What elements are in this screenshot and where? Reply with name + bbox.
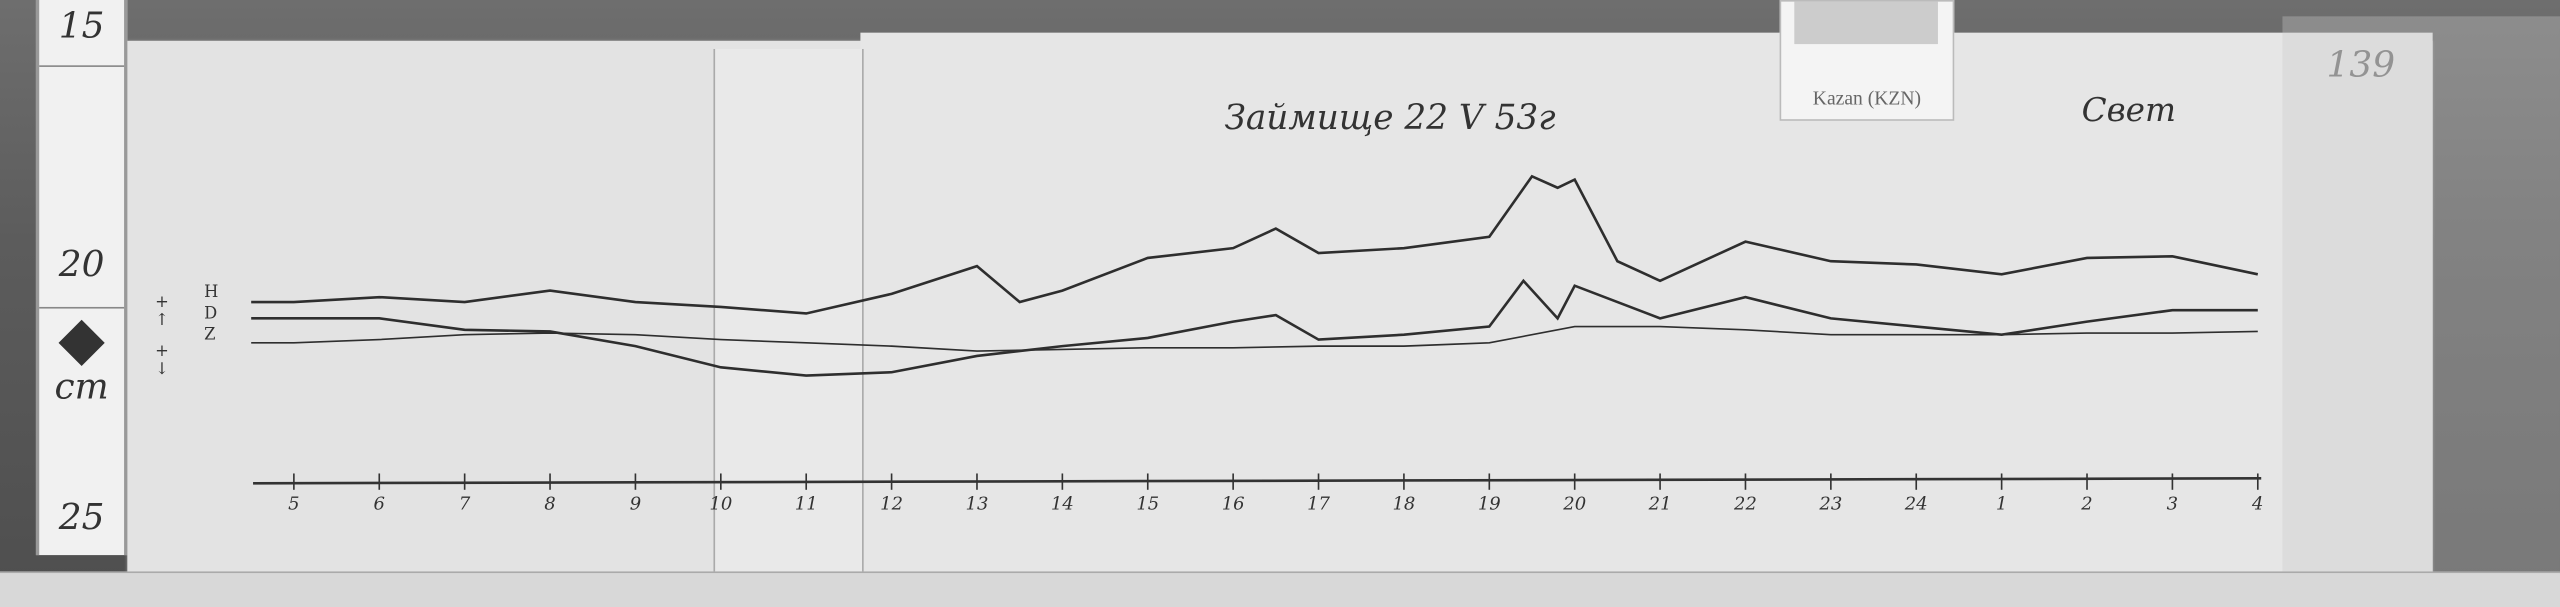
trace-h (251, 174, 2259, 315)
time-tick-label: 3 (2166, 493, 2179, 515)
trace-z (251, 325, 2258, 352)
station-label-text: Kazan (KZN) (1812, 86, 1922, 110)
record-note: Свет (2081, 89, 2176, 129)
time-tick-label: 7 (458, 493, 471, 515)
time-tick-label: 5 (288, 493, 300, 515)
legend-d: D (204, 305, 218, 324)
legend-z: Z (204, 326, 216, 345)
station-label: Kazan (KZN) (1779, 0, 1955, 121)
trace-d (251, 278, 2258, 377)
time-tick-label: 8 (544, 493, 556, 515)
time-tick-label: 4 (2252, 493, 2264, 515)
time-tick-label: 18 (1392, 493, 1416, 515)
record-title: Займище 22 V 53г (1224, 97, 1556, 138)
ruler-label: 20 (58, 244, 105, 286)
scale-ruler: 15 20 cm 25 (35, 0, 128, 556)
sheet-number: 139 (2326, 45, 2396, 87)
scanner-bar (0, 571, 2560, 607)
time-tick-label: 19 (1477, 493, 1501, 515)
time-tick-label: 2 (2081, 493, 2093, 515)
glass-plate (2282, 16, 2560, 572)
time-tick-label: 24 (1904, 493, 1928, 515)
ruler-label: 25 (58, 497, 105, 539)
legend-h: H (204, 284, 219, 303)
time-tick-label: 23 (1819, 493, 1843, 515)
ruler-unit: cm (54, 367, 109, 409)
sign-up: + ↑ (155, 293, 169, 330)
time-tick-label: 6 (373, 493, 385, 515)
time-tick-label: 17 (1307, 493, 1330, 515)
time-tick-label: 11 (794, 493, 818, 515)
time-tick-label: 12 (880, 493, 904, 515)
ruler-label: 15 (58, 6, 105, 48)
time-tick-label: 14 (1050, 493, 1074, 515)
time-tick-label: 13 (965, 493, 989, 515)
time-tick-label: 20 (1563, 493, 1587, 515)
time-tick-label: 10 (709, 493, 733, 515)
sign-down: + ↓ (155, 342, 169, 379)
time-tick-label: 16 (1221, 493, 1245, 515)
time-tick-label: 15 (1136, 493, 1160, 515)
time-tick-label: 21 (1648, 493, 1672, 515)
time-tick-label: 9 (629, 493, 642, 515)
time-tick-label: 22 (1734, 493, 1757, 515)
time-axis (253, 477, 2262, 485)
record-paper-right (860, 32, 2433, 577)
time-tick-label: 1 (1995, 493, 2008, 515)
